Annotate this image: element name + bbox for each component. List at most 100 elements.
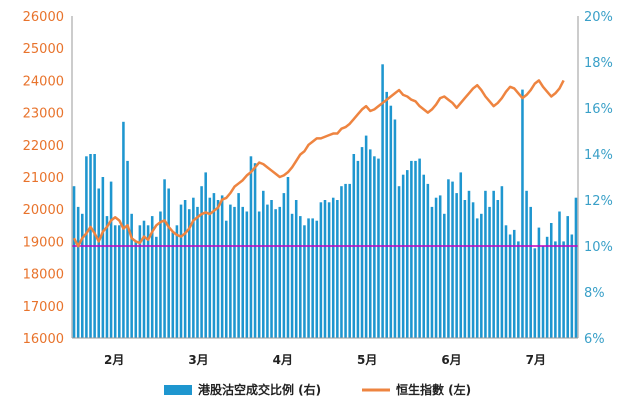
left-tick-label: 22000 <box>23 139 64 154</box>
bar <box>443 213 446 338</box>
bar <box>286 177 290 338</box>
bar <box>397 186 401 338</box>
left-tick-label: 21000 <box>23 171 64 186</box>
bar <box>163 179 166 338</box>
bar <box>331 197 335 338</box>
bar <box>455 193 458 338</box>
left-tick-label: 18000 <box>23 268 64 283</box>
bar <box>72 186 76 338</box>
line-series <box>72 79 565 248</box>
bar <box>138 225 142 338</box>
bar <box>389 105 393 338</box>
bar <box>430 206 434 338</box>
bar <box>463 200 467 338</box>
x-tick-label: 7月 <box>526 353 546 367</box>
bar <box>253 163 257 338</box>
bar <box>192 197 195 338</box>
bar <box>340 186 343 338</box>
bar <box>385 91 388 339</box>
legend: 港股沽空成交比例 (右) 恒生指數 (左) <box>164 382 471 397</box>
bar <box>294 200 298 338</box>
bar <box>122 121 125 338</box>
bar <box>249 156 253 338</box>
bar <box>200 186 203 338</box>
bar <box>360 147 364 338</box>
bar <box>558 211 561 338</box>
right-axis-ticks: 6% 8% 10% 12% 14% 16% 18% 20% <box>584 10 613 347</box>
left-tick-label: 20000 <box>23 203 64 218</box>
bar <box>262 190 265 338</box>
bar <box>266 204 269 338</box>
bar <box>142 220 146 338</box>
right-tick-label: 16% <box>584 102 613 117</box>
right-tick-label: 14% <box>584 148 613 163</box>
bar <box>109 181 113 338</box>
bar <box>356 160 360 338</box>
bar <box>517 241 520 338</box>
bar <box>336 200 339 338</box>
bar <box>113 225 117 338</box>
bar <box>290 213 294 338</box>
bar <box>155 236 158 338</box>
bar <box>368 149 372 338</box>
bar <box>208 197 212 338</box>
bar <box>364 135 368 338</box>
bar <box>278 206 282 338</box>
bar <box>426 183 430 338</box>
bar <box>167 188 170 338</box>
bar <box>303 225 306 338</box>
bar <box>344 183 347 338</box>
right-tick-label: 8% <box>584 286 605 301</box>
bar <box>508 234 512 338</box>
bar <box>319 202 323 338</box>
bar <box>150 216 154 338</box>
bar <box>574 197 578 338</box>
bar <box>459 172 463 338</box>
bar <box>118 225 121 338</box>
bar <box>282 193 286 338</box>
left-tick-label: 23000 <box>23 107 64 122</box>
bar <box>521 89 524 338</box>
bar <box>183 200 187 338</box>
bar <box>146 225 150 338</box>
bar <box>274 209 277 338</box>
left-tick-label: 16000 <box>23 332 64 347</box>
right-tick-label: 6% <box>584 332 605 347</box>
bar <box>562 241 565 338</box>
bar <box>422 174 426 338</box>
bar <box>97 188 101 338</box>
bar <box>241 206 244 338</box>
bar <box>85 156 88 338</box>
bar <box>377 158 380 338</box>
x-axis-ticks: 2月 3月 4月 5月 6月 7月 <box>104 353 546 367</box>
bar <box>512 229 516 338</box>
bar <box>451 181 454 338</box>
left-tick-label: 17000 <box>23 300 64 315</box>
bar <box>101 177 105 338</box>
left-tick-label: 25000 <box>23 42 64 57</box>
bar <box>311 218 314 338</box>
bar <box>570 234 574 338</box>
bar <box>159 211 162 338</box>
bar <box>307 218 310 338</box>
bar <box>549 223 553 338</box>
bar <box>488 206 491 338</box>
right-tick-label: 10% <box>584 240 613 255</box>
bar <box>220 195 224 338</box>
legend-label-bars: 港股沽空成交比例 (右) <box>198 382 321 397</box>
x-tick-label: 2月 <box>104 353 124 367</box>
bar <box>323 200 327 338</box>
x-tick-label: 5月 <box>357 353 377 367</box>
bar <box>504 225 508 338</box>
bar-series <box>72 64 578 339</box>
bar <box>216 200 220 338</box>
left-tick-label: 26000 <box>23 10 64 25</box>
bar <box>401 174 405 338</box>
bar <box>179 204 183 338</box>
bar <box>134 241 138 338</box>
bar <box>500 186 504 338</box>
bar <box>480 213 483 338</box>
bar <box>566 216 569 338</box>
bar <box>414 160 417 338</box>
bar <box>492 190 495 338</box>
